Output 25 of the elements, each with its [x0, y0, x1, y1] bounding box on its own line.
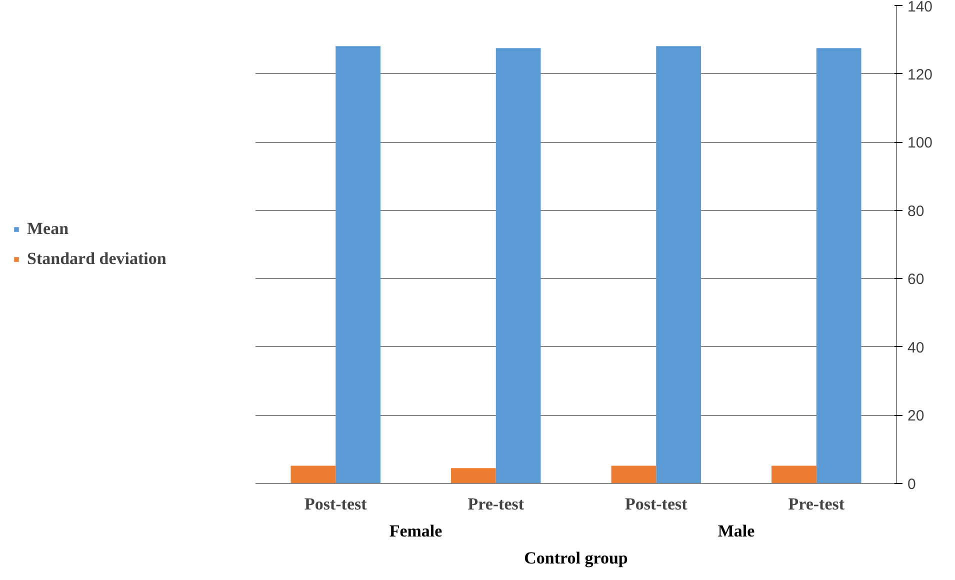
x-tick-label: Pre-test [468, 494, 524, 514]
bar [290, 466, 336, 484]
bar [336, 46, 380, 484]
y-tick-label: 40 [908, 339, 924, 356]
bar [772, 466, 816, 484]
bar [611, 466, 656, 484]
legend-label: Standard deviation [27, 249, 166, 269]
text: Female [389, 522, 443, 540]
x-tick-label: Post-test [624, 494, 688, 514]
y-tick-label: 60 [908, 271, 924, 288]
y-tick-label: 100 [908, 134, 933, 152]
y-tick-label: 20 [908, 408, 924, 425]
text: Male [718, 522, 756, 540]
y-tick-label: 120 [908, 66, 933, 84]
bar [451, 468, 496, 484]
y-tick-label: 80 [908, 202, 924, 220]
x-tick-label: Post-test [304, 494, 368, 514]
bar [816, 48, 862, 484]
bar [656, 46, 701, 484]
x-tick-label: Pre-test [788, 494, 845, 514]
y-tick-label: 140 [908, 0, 933, 16]
y-tick-label: 0 [908, 476, 916, 493]
bar [496, 48, 541, 484]
text: Control group [524, 548, 628, 568]
legend-label: Mean [27, 219, 69, 239]
